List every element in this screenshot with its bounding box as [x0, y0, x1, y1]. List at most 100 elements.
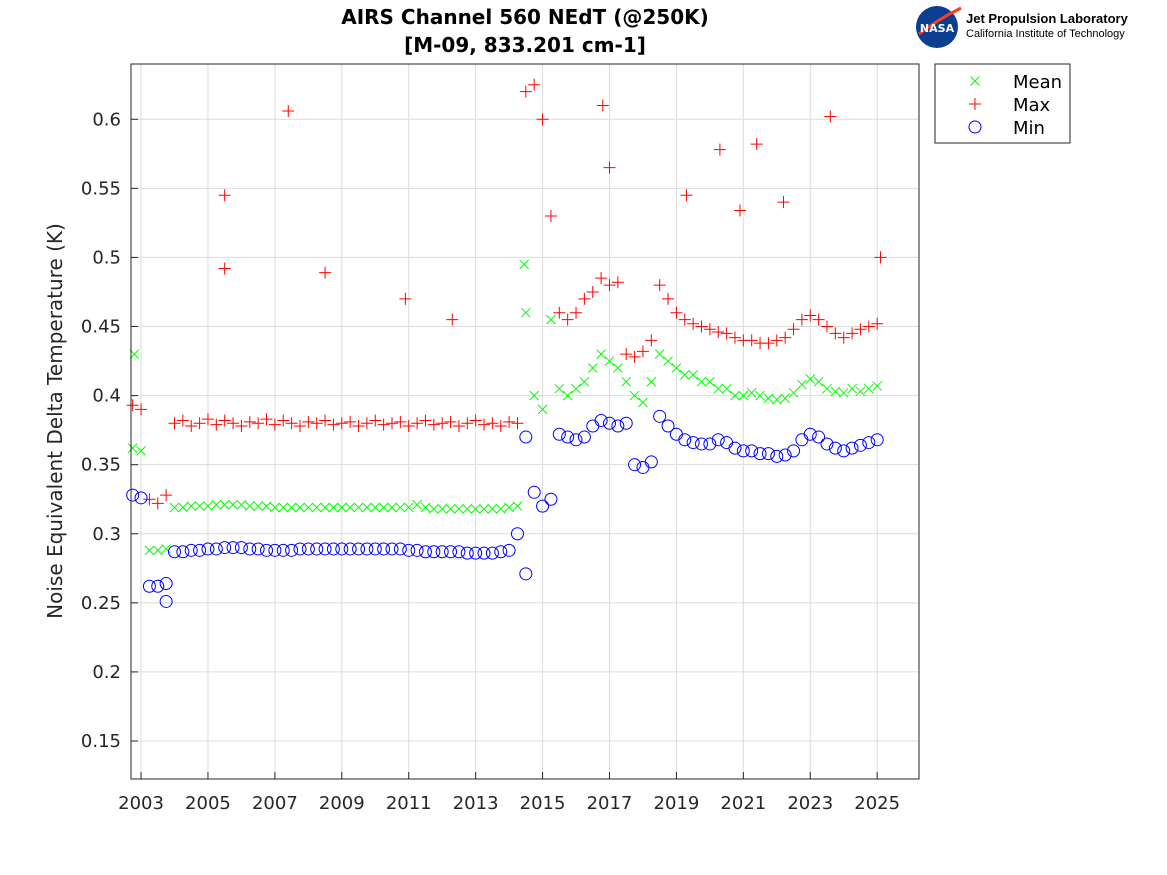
point-mean — [579, 376, 590, 387]
point-min — [343, 542, 357, 556]
point-min — [293, 542, 307, 556]
point-max — [201, 413, 214, 426]
point-min — [184, 543, 198, 557]
point-min — [577, 430, 591, 444]
point-max — [687, 317, 700, 330]
point-min — [594, 413, 608, 427]
point-max — [536, 113, 549, 126]
point-max — [260, 413, 273, 426]
point-max — [411, 417, 424, 430]
point-min — [736, 444, 750, 458]
point-mean — [838, 387, 849, 398]
point-mean — [479, 504, 489, 514]
point-mean — [520, 307, 531, 318]
point-mean — [771, 394, 782, 405]
point-mean — [755, 390, 765, 401]
point-max — [770, 334, 783, 347]
point-min — [745, 444, 759, 458]
point-min — [519, 430, 533, 444]
point-max — [419, 414, 432, 427]
point-min — [260, 543, 274, 557]
point-max — [829, 327, 842, 340]
point-min — [536, 499, 550, 513]
point-max — [210, 418, 223, 431]
point-mean — [721, 383, 732, 394]
point-mean — [730, 390, 740, 401]
point-max — [176, 414, 189, 427]
point-mean — [638, 397, 648, 408]
outlier-max — [733, 204, 746, 217]
point-max — [486, 417, 499, 430]
point-min — [193, 543, 207, 557]
point-min — [485, 546, 499, 560]
outlier-max — [218, 262, 231, 275]
y-tick-label: 0.3 — [92, 524, 121, 545]
point-mean — [295, 502, 305, 513]
outlier-max — [399, 292, 412, 305]
point-max — [678, 313, 691, 326]
x-tick-label: 2007 — [252, 793, 298, 814]
point-mean — [261, 501, 272, 511]
point-min — [644, 455, 658, 469]
point-min — [167, 545, 181, 559]
y-axis-label: Noise Equivalent Delta Temperature (K) — [43, 223, 67, 619]
point-max — [745, 334, 758, 347]
point-max — [528, 78, 541, 91]
point-min — [820, 437, 834, 451]
point-mean — [604, 356, 615, 366]
point-max — [653, 279, 666, 292]
point-mean — [236, 499, 247, 510]
point-min — [385, 542, 399, 556]
point-mean — [705, 376, 715, 387]
point-mean — [554, 383, 565, 394]
point-max — [519, 85, 532, 98]
point-min — [360, 542, 374, 556]
outlier-max — [596, 99, 609, 112]
point-min — [510, 527, 524, 541]
point-min — [636, 460, 650, 474]
point-min — [268, 543, 282, 557]
point-min — [418, 545, 432, 559]
point-max — [302, 415, 315, 428]
point-min — [460, 546, 474, 560]
point-max — [561, 313, 574, 326]
point-mean — [362, 502, 372, 513]
point-max — [310, 417, 323, 430]
nasa-meatball-icon: NASA — [916, 6, 962, 48]
point-min — [711, 433, 725, 447]
point-mean — [855, 386, 866, 397]
y-tick-label: 0.25 — [81, 593, 121, 614]
point-min — [218, 541, 232, 555]
point-mean — [537, 404, 548, 415]
point-mean — [646, 376, 657, 387]
point-min — [837, 444, 851, 458]
point-min — [435, 545, 449, 559]
point-mean — [562, 390, 573, 401]
x-tick-label: 2005 — [185, 793, 231, 814]
outlier-min — [519, 567, 533, 581]
x-tick-label: 2021 — [720, 793, 766, 814]
point-min — [159, 576, 173, 590]
plot-frame — [130, 63, 920, 780]
point-min — [611, 419, 625, 433]
point-max — [168, 417, 181, 430]
point-mean — [403, 502, 414, 513]
x-tick-label: 2015 — [520, 793, 566, 814]
point-max — [227, 417, 240, 430]
outlier-max — [713, 143, 726, 156]
point-min — [753, 447, 767, 461]
point-max — [570, 306, 583, 319]
y-tick-label: 0.35 — [81, 455, 121, 476]
point-mean — [186, 501, 197, 511]
point-mean — [370, 502, 381, 513]
point-min — [176, 545, 190, 559]
outlier-max — [218, 189, 231, 202]
point-mean — [387, 502, 397, 513]
point-mean — [336, 502, 347, 513]
point-mean — [462, 504, 473, 514]
point-max — [143, 493, 156, 506]
point-mean — [270, 502, 280, 513]
point-max — [436, 417, 449, 430]
point-max — [452, 419, 465, 432]
